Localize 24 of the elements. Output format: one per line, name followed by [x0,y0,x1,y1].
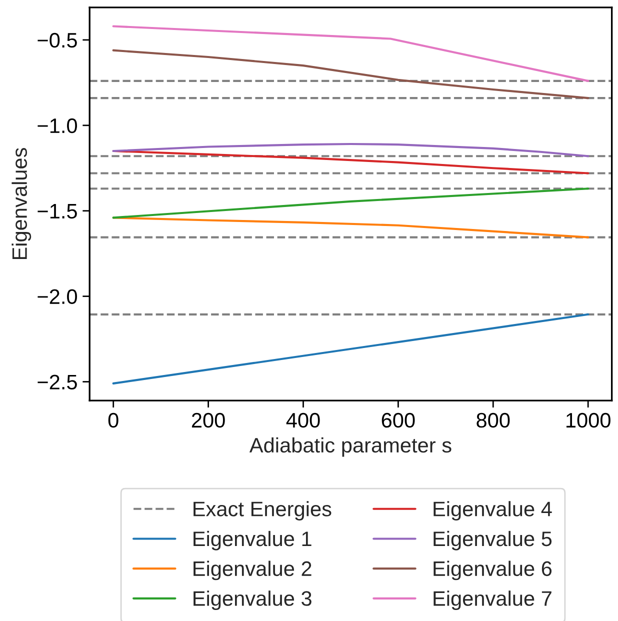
y-tick-label: −2.0 [38,289,77,304]
x-tick-label: 400 [286,412,320,428]
x-tick-label: 800 [476,412,510,428]
y-tick-label: −2.5 [38,374,77,390]
legend-label: Eigenvalue 7 [434,590,552,610]
legend-label: Eigenvalue 1 [194,530,312,550]
y-tick-label: −0.5 [38,32,77,48]
legend-label: Eigenvalue 2 [194,560,312,580]
x-tick-label: 600 [382,412,415,428]
line-series [112,216,590,238]
line-series [112,49,590,100]
x-tick-label: 1000 [566,412,610,428]
legend-label: Eigenvalue 3 [194,590,312,610]
legend-label: Eigenvalue 5 [434,530,552,550]
y-axis-title: Eigenvalues [12,148,32,260]
line-series [112,142,590,158]
y-tick-label: −1.0 [38,118,77,134]
y-tick-label: −1.5 [38,204,77,219]
legend-label: Exact Energies [194,501,332,521]
x-tick-label: 0 [108,412,118,428]
legend-label: Eigenvalue 6 [434,560,552,580]
legend-label: Eigenvalue 4 [434,501,552,521]
x-tick-label: 200 [192,412,225,428]
x-axis-title: Adiabatic parameter s [249,437,452,457]
